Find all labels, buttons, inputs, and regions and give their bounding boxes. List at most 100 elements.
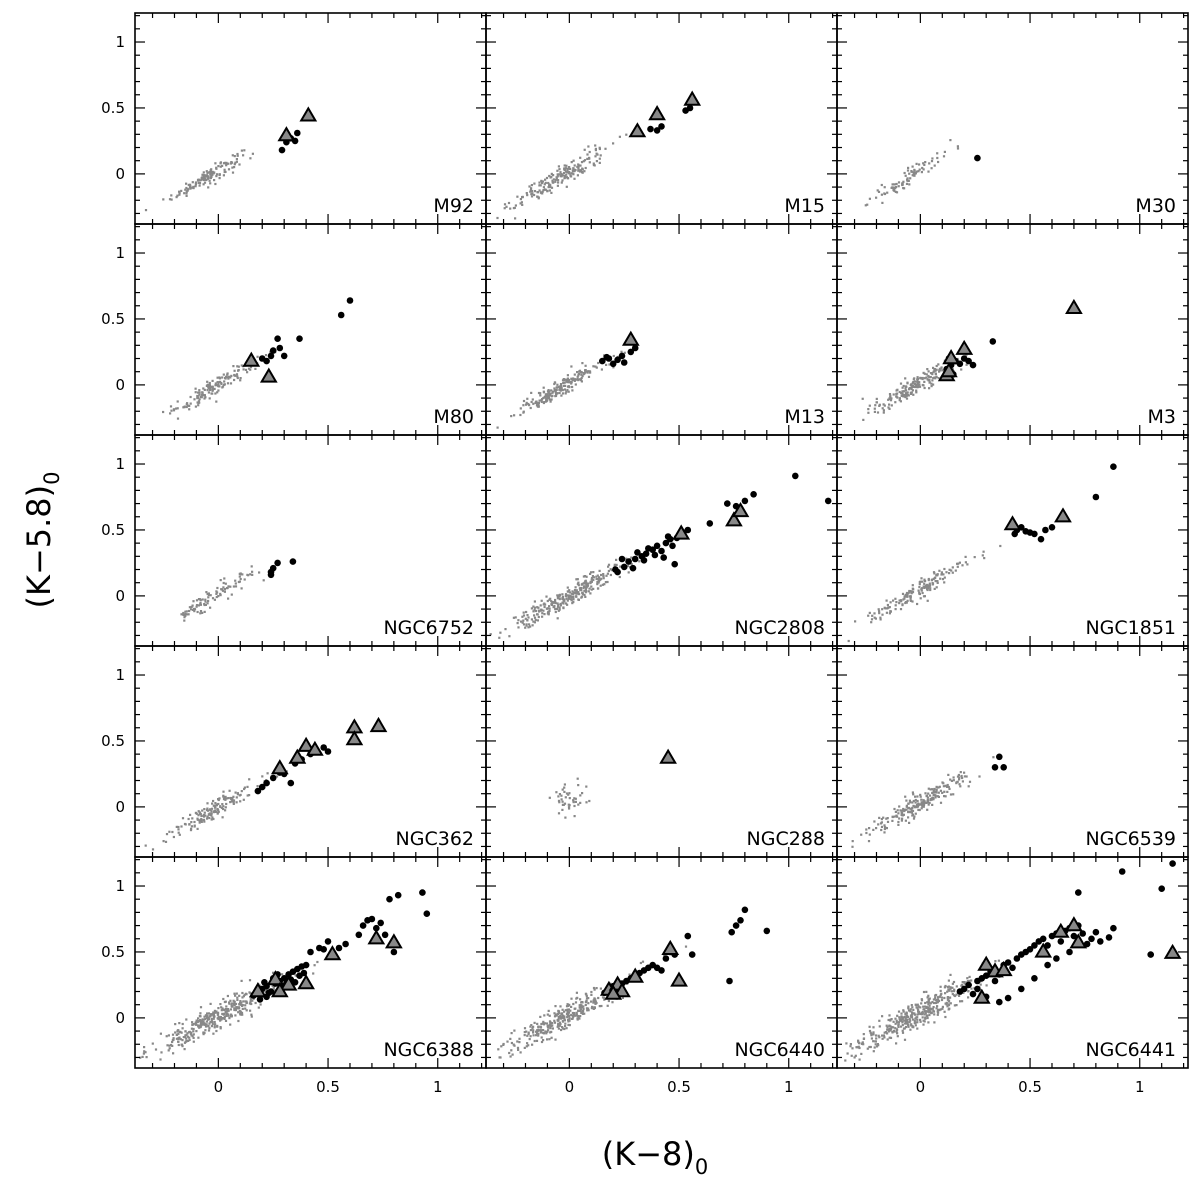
background-point	[564, 816, 567, 819]
background-point	[164, 840, 168, 843]
background-point	[249, 573, 252, 576]
background-point	[568, 792, 571, 795]
background-point	[223, 1017, 226, 1020]
background-point	[497, 1048, 500, 1051]
background-point	[239, 1010, 242, 1013]
background-point	[569, 595, 572, 598]
background-point	[566, 1010, 569, 1013]
background-point	[625, 133, 628, 136]
background-point	[911, 381, 914, 385]
background-point	[545, 1022, 549, 1025]
background-point	[902, 1010, 905, 1013]
background-point	[893, 186, 896, 189]
background-point	[938, 370, 941, 373]
background-point	[887, 398, 890, 401]
background-point	[577, 372, 580, 375]
background-point	[587, 1002, 590, 1005]
background-point	[489, 633, 492, 636]
background-point	[911, 389, 914, 392]
background-point	[229, 382, 233, 385]
panel-label: M30	[1135, 195, 1176, 217]
background-point	[935, 993, 938, 997]
axis-ticks	[486, 435, 837, 646]
background-point	[190, 605, 193, 608]
background-point	[222, 790, 225, 793]
background-point	[211, 816, 214, 819]
background-point	[564, 175, 567, 178]
background-point	[555, 177, 558, 180]
data-point-dot	[618, 555, 626, 563]
background-point	[203, 603, 206, 607]
background-point	[171, 1040, 174, 1044]
background-point	[210, 810, 213, 813]
background-point	[548, 390, 551, 393]
background-point	[567, 1004, 570, 1007]
background-point	[145, 1056, 148, 1059]
background-point	[537, 615, 540, 619]
background-point	[203, 610, 206, 613]
background-point	[236, 375, 239, 378]
background-point	[257, 1006, 260, 1009]
background-point	[933, 587, 936, 590]
background-point	[216, 591, 219, 594]
background-point	[565, 164, 568, 167]
background-point	[912, 172, 915, 175]
background-point	[922, 595, 926, 598]
background-point	[916, 795, 919, 798]
background-point	[225, 162, 229, 165]
background-point	[936, 1001, 939, 1004]
background-point	[597, 577, 600, 580]
background-point	[233, 378, 236, 382]
background-point	[911, 174, 914, 177]
background-point	[507, 201, 511, 205]
data-point-dot	[991, 977, 999, 985]
data-point-triangle	[266, 970, 285, 986]
background-point	[562, 602, 565, 605]
background-point	[585, 370, 588, 373]
data-point-dot	[1042, 526, 1049, 534]
background-point	[185, 610, 188, 613]
background-point	[549, 400, 552, 403]
background-point	[920, 1011, 923, 1014]
background-point	[234, 994, 237, 997]
background-point	[244, 1000, 247, 1003]
background-point	[875, 401, 878, 404]
background-point	[930, 160, 934, 163]
background-point	[565, 185, 568, 188]
background-point	[264, 990, 267, 993]
background-point	[225, 1005, 228, 1008]
background-point	[202, 176, 206, 179]
background-point	[886, 1028, 889, 1031]
background-point	[916, 1018, 919, 1021]
background-point	[250, 565, 253, 568]
background-point	[935, 375, 938, 378]
background-point	[578, 1006, 581, 1009]
background-point	[879, 822, 883, 825]
background-point	[592, 1001, 595, 1004]
background-point	[222, 581, 225, 585]
background-point	[923, 372, 926, 375]
background-point	[590, 1007, 593, 1010]
data-point-dot	[394, 891, 402, 899]
background-point	[201, 173, 204, 176]
background-point	[522, 614, 526, 617]
background-point	[570, 377, 573, 380]
background-point	[937, 1011, 940, 1014]
background-point	[217, 383, 220, 386]
background-point	[159, 1058, 162, 1061]
background-point	[567, 590, 570, 593]
background-point	[845, 1042, 848, 1045]
background-point	[546, 1030, 549, 1033]
y-tick-label: 0	[115, 165, 125, 183]
background-point	[959, 771, 962, 774]
background-point	[239, 572, 242, 575]
background-point	[209, 1021, 212, 1024]
background-point	[874, 1040, 877, 1043]
background-point	[967, 996, 970, 999]
background-point	[165, 833, 169, 836]
background-point	[224, 809, 227, 812]
background-point	[684, 945, 688, 948]
background-point	[262, 579, 265, 582]
background-point	[551, 179, 554, 182]
background-point	[575, 590, 578, 594]
